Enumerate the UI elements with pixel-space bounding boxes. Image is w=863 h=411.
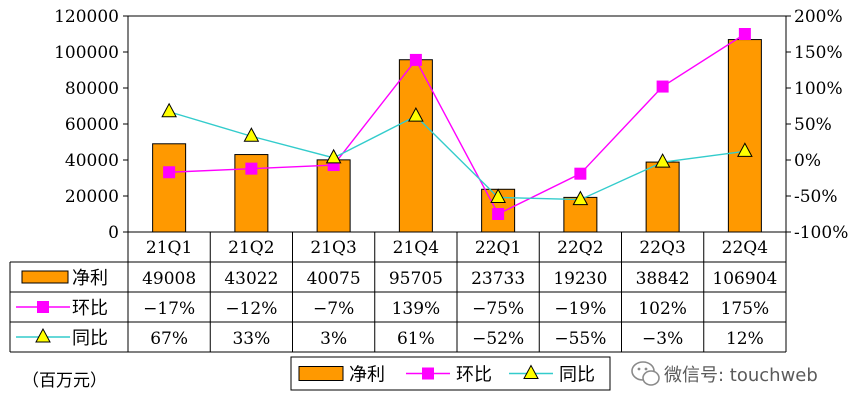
bar-22Q4 — [727, 39, 762, 233]
y-tick-label-left: 80000 — [65, 79, 119, 99]
table-cell: 43022 — [224, 269, 278, 289]
x-tick-label: 22Q1 — [475, 238, 521, 258]
watermark: 微信号: touchweb — [631, 361, 818, 386]
y-tick-label-left: 120000 — [54, 7, 119, 27]
point-环比-22Q3 — [656, 80, 669, 93]
y-tick-label-right: 100% — [794, 79, 843, 99]
point-同比-21Q4 — [408, 107, 424, 122]
bar-21Q3 — [316, 159, 351, 233]
y-tick-label-left: 0 — [108, 223, 119, 243]
y-tick-label-left: 60000 — [65, 115, 119, 135]
line-同比 — [168, 111, 745, 201]
y-tick-label-right: 50% — [794, 115, 832, 135]
table-row-label: 环比 — [72, 298, 108, 319]
legend: 净利 环比 同比 — [290, 356, 611, 391]
legend-label: 环比 — [456, 365, 492, 386]
x-tick-label: 21Q1 — [146, 238, 192, 258]
point-同比-21Q2 — [243, 127, 260, 142]
bar-22Q3 — [645, 161, 680, 233]
x-tick-label: 21Q3 — [310, 238, 356, 258]
table-cell: 102% — [638, 299, 687, 319]
table-key-marker-同比 — [35, 327, 51, 343]
table-cell: 38842 — [636, 269, 690, 289]
y-axis-right: -100% -50% 0% 50% 100% 150% 200% — [786, 7, 848, 243]
x-tick-label: 21Q4 — [393, 238, 439, 258]
table-row-label: 净利 — [72, 268, 108, 289]
y-tick-label-right: -50% — [794, 187, 838, 207]
y-tick-label-right: 0% — [794, 151, 821, 171]
table-cell: −19% — [554, 299, 606, 319]
table-cell: 106904 — [712, 269, 777, 289]
table-cell: 23733 — [471, 269, 525, 289]
bar-21Q1 — [152, 143, 187, 233]
bar-21Q4 — [398, 59, 433, 233]
plot-area — [127, 15, 787, 233]
point-同比-21Q3 — [325, 148, 342, 164]
legend-key-marker-环比 — [422, 367, 434, 380]
point-同比-22Q4 — [737, 142, 753, 157]
table-cell: −55% — [554, 329, 606, 349]
point-环比-22Q2 — [574, 167, 587, 180]
wechat-icon — [631, 361, 660, 386]
watermark-text: 微信号: touchweb — [664, 365, 818, 386]
table-cell: −7% — [313, 299, 354, 319]
x-tick-label: 22Q3 — [639, 238, 685, 258]
table-cell: −12% — [225, 299, 277, 319]
y-tick-label-left: 20000 — [65, 187, 119, 207]
y-tick-label-left: 40000 — [65, 151, 119, 171]
table-cell: −3% — [642, 329, 683, 349]
table-cell: 3% — [320, 329, 347, 349]
y-tick-label-right: 200% — [794, 7, 843, 27]
point-环比-21Q1 — [163, 166, 176, 179]
data-table: 21Q1 21Q2 21Q3 21Q4 22Q1 22Q2 22Q3 22Q4 净利 49008 4… — [9, 231, 787, 353]
table-cell: −75% — [472, 299, 524, 319]
x-tick-label: 22Q2 — [557, 238, 603, 258]
plot-frame — [127, 15, 787, 233]
table-row-label: 同比 — [72, 328, 108, 349]
table-cell: 61% — [397, 329, 435, 349]
point-同比-22Q2 — [572, 190, 589, 206]
table-cell: −17% — [143, 299, 195, 319]
table-key-marker-环比 — [37, 301, 49, 313]
table-cell: 67% — [150, 329, 188, 349]
unit-note: （百万元） — [22, 371, 107, 391]
x-tick-label: 21Q2 — [228, 238, 274, 258]
point-环比-21Q2 — [245, 162, 258, 175]
legend-key-marker-同比 — [523, 364, 539, 379]
table-cell: −52% — [472, 329, 524, 349]
table-cell: 95705 — [389, 269, 443, 289]
table-cell: 175% — [721, 299, 770, 319]
point-环比-22Q1 — [492, 208, 505, 220]
legend-label: 同比 — [559, 365, 595, 386]
table-cell: 12% — [726, 329, 764, 349]
y-axis-left: 0 20000 40000 60000 80000 100000 120000 — [54, 7, 128, 243]
table-key-净利 — [21, 270, 69, 284]
point-环比-21Q4 — [409, 53, 422, 66]
point-同比-22Q1 — [490, 188, 506, 203]
point-同比-21Q1 — [161, 102, 177, 118]
legend-key-净利 — [298, 366, 344, 381]
table-cell: 49008 — [142, 269, 196, 289]
x-tick-label: 22Q4 — [722, 238, 768, 258]
table-cell: 139% — [392, 299, 441, 319]
point-同比-22Q3 — [654, 153, 671, 168]
legend-box — [290, 356, 611, 391]
line-环比 — [169, 33, 746, 215]
table-cell: 40075 — [307, 269, 361, 289]
table-cell: 33% — [232, 329, 270, 349]
table-cell: 19230 — [553, 269, 607, 289]
point-环比-22Q4 — [738, 28, 751, 40]
y-tick-label-right: 150% — [794, 43, 843, 63]
y-tick-label-left: 100000 — [54, 43, 119, 63]
legend-label: 净利 — [349, 365, 385, 386]
y-tick-label-right: -100% — [794, 223, 848, 243]
